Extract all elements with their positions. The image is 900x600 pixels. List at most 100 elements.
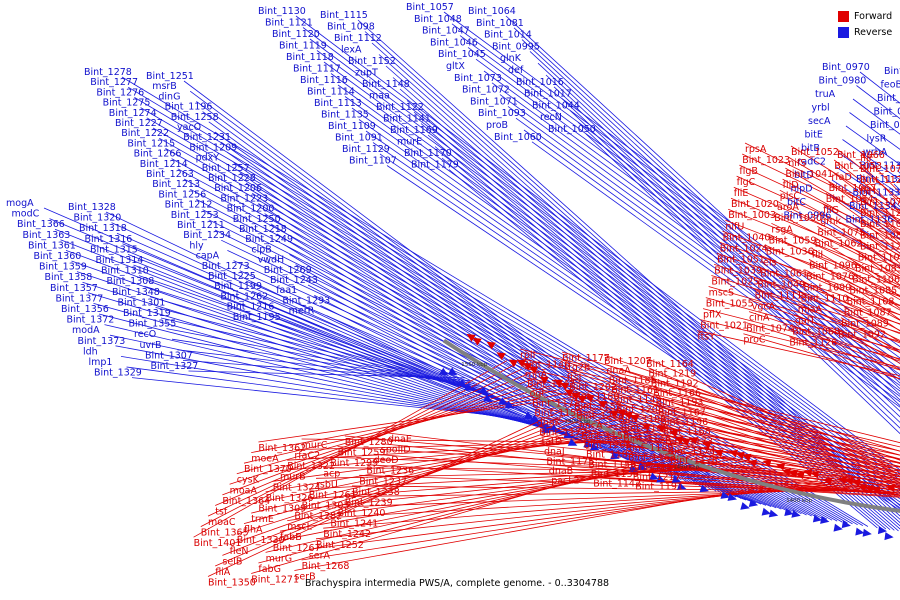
label-leader-line [189, 90, 737, 498]
gene-label: dnaA [606, 366, 631, 377]
label-leader-line [840, 317, 900, 354]
label-leader-line [251, 392, 568, 453]
gene-label: Bint_1134 [849, 201, 897, 212]
gene-label: rfaD [831, 172, 851, 183]
gene-arrow [748, 499, 759, 507]
gene-label: Bint_1085 [849, 285, 897, 296]
label-leader-line [744, 142, 900, 221]
gene-label: Bint_1214 [140, 159, 188, 170]
gene-label: Bint_1211 [177, 220, 225, 231]
gene-label: moaA [230, 485, 258, 496]
gene-arrow [671, 475, 682, 483]
gene-arrow [637, 462, 647, 471]
gene-arrow [735, 451, 745, 460]
gene-label: Bint_1164 [646, 359, 694, 370]
label-leader-line [716, 253, 900, 316]
gene-arrow [688, 437, 699, 445]
label-leader-line [787, 156, 900, 225]
gene-label: Bint_1315 [90, 244, 138, 255]
gene-label: ogt [530, 389, 546, 400]
gene-label: feoB [881, 80, 900, 91]
label-leader-line [434, 146, 887, 530]
gene-label: Bint_1087 [844, 308, 892, 319]
gene-label: Bint_1174 [668, 446, 716, 457]
gene-label: Bint_1280 [345, 437, 393, 448]
gene-label: Bint_1076 [806, 271, 854, 282]
gene-label: Bint_0997 [874, 107, 900, 118]
label-leader-line [705, 297, 900, 351]
gene-label: fliH [860, 186, 876, 197]
gene-label: Bint_1122 [376, 102, 424, 113]
gene-label: Bint_1016 [516, 77, 564, 88]
label-leader-line [613, 393, 900, 474]
label-leader-line [265, 451, 711, 553]
gene-label: Bint_1253 [171, 210, 219, 221]
gene-label: moeA [251, 454, 279, 465]
label-leader-line [196, 101, 732, 497]
gene-arrow [630, 414, 640, 423]
gene-arrow [583, 440, 593, 448]
gene-label: Bint_1116 [300, 75, 348, 86]
gene-label: flgC [737, 177, 756, 188]
label-leader-line [289, 254, 658, 472]
label-leader-line [121, 76, 869, 527]
gene-label: Bint_1139 [591, 469, 639, 480]
gene-label: Bint_1358 [45, 272, 93, 283]
gene-label: murC [302, 440, 328, 451]
gene-label: Bint_1061 [760, 268, 808, 279]
gene-arrow [768, 509, 779, 518]
gene-arrow [656, 475, 666, 483]
gene-arrow [466, 333, 476, 342]
label-leader-line [315, 468, 768, 479]
gene-label: Bint_1030 [774, 213, 822, 224]
gene-label: Bint_1051 [717, 254, 765, 265]
label-leader-line [529, 51, 900, 395]
gene-label: Bint_1237 [359, 476, 407, 487]
gene-label: Bint_1329 [94, 368, 142, 379]
gene-arrow [820, 516, 830, 524]
gene-label: Bint_1089 [841, 319, 889, 330]
gene-labels: Bint_1130Bint_1121Bint_1120Bint_1119Bint… [6, 2, 900, 589]
gene-label: tatD [542, 437, 563, 448]
label-leader-line [843, 306, 900, 343]
gene-label: Bint_1147 [527, 379, 575, 390]
gene-arrow [623, 412, 633, 420]
gene-label: Bint_1192 [651, 378, 699, 389]
gene-arrow [498, 397, 508, 405]
gene-label: Bint_1150 [534, 408, 582, 419]
label-leader-line [648, 367, 900, 475]
gene-arrow [563, 430, 573, 439]
label-leader-line [239, 172, 697, 486]
gene-label: Bint_1316 [85, 234, 133, 245]
gene-label: Bint_1202 [569, 382, 617, 393]
gene-label: Bint_1158 [581, 430, 629, 441]
gene-label: wrbA [863, 147, 888, 158]
gene-arrow [677, 482, 687, 490]
label-leader-line [606, 364, 900, 465]
gene-label: bitD [794, 170, 814, 181]
gene-label: bitB [801, 143, 820, 154]
gene-label: Bint_1193 [656, 398, 704, 409]
gene-label: lysR [867, 134, 887, 145]
gene-label: Bint_1108 [847, 297, 895, 308]
label-leader-line [406, 100, 900, 530]
gene-label: Bint_1195 [233, 312, 281, 323]
gene-label: Bint_1362 [258, 443, 306, 454]
gene-label: fliD [783, 180, 799, 191]
gene-label: Bint_1204 [576, 411, 624, 422]
gene-label: Bint_1199 [214, 281, 262, 292]
gene-label: dnaB [549, 466, 573, 477]
label-leader-line [760, 267, 900, 325]
label-leader-line [93, 303, 575, 438]
gene-label: Bint_1105 [858, 252, 900, 263]
gene-label: Bint_1128 [860, 241, 900, 252]
gene-label: Bint_1118 [286, 52, 334, 63]
gene-label: Bint_1074 [746, 324, 794, 335]
gene-label: Bint_1045 [438, 49, 486, 60]
label-leader-line [49, 218, 615, 455]
label-leader-line [475, 58, 900, 370]
gene-label: Bint_1081 [476, 18, 524, 29]
gene-label: trmE [251, 514, 274, 525]
label-leader-line [301, 480, 818, 561]
gene-label: Bint_1106 [852, 274, 900, 285]
